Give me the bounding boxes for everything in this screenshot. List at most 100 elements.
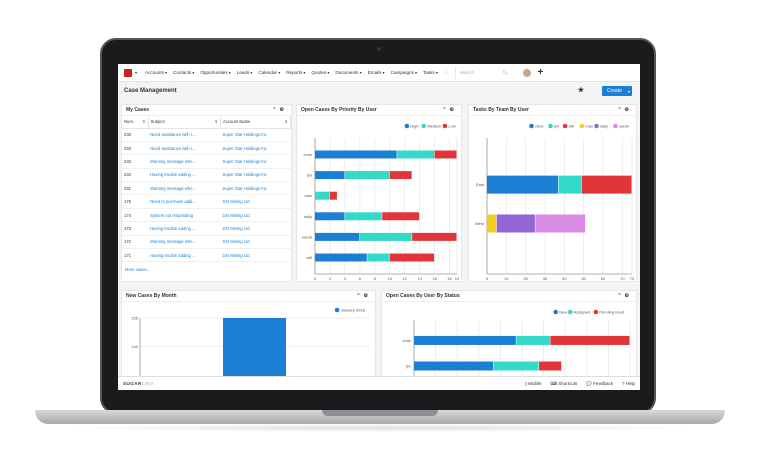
priority-chart: Low Medium High 0 2 4 6 8 10 12 14 16 18 19 chris jim ma… [302, 123, 460, 282]
bar-segment-high[interactable] [315, 150, 397, 159]
nav-reports[interactable]: Reports [286, 70, 305, 75]
bar-segment-medium[interactable] [367, 253, 390, 262]
bar-segment-high[interactable] [315, 232, 360, 241]
bar-segment-medium[interactable] [397, 150, 435, 159]
bar-segment-medium[interactable] [344, 212, 382, 221]
bar-segment-chris[interactable] [487, 175, 559, 194]
account-link[interactable]: Dirt Mining Ltd [220, 194, 291, 209]
x-tick-label: 8 [374, 276, 377, 281]
dashlet-controls-icon[interactable]: ⌃⚙ [442, 107, 457, 113]
dashlet-controls-icon[interactable]: ⌃⚙ [272, 107, 287, 113]
category-label: jim [306, 173, 313, 178]
favorite-star-icon[interactable]: ★ [577, 87, 584, 94]
case-subject-link[interactable]: Having trouble adding ... [148, 248, 221, 263]
account-link[interactable]: Super Star Holdings Inc [220, 154, 291, 169]
bar-segment-low[interactable] [412, 232, 457, 241]
search-icon[interactable]: 🔍︎ [502, 69, 509, 75]
bar-segment-will[interactable] [581, 175, 632, 194]
avatar[interactable] [523, 68, 532, 77]
bar-segment-high[interactable] [315, 212, 345, 221]
bar-segment-medium[interactable] [315, 191, 330, 200]
footer-shortcuts-link[interactable]: ⌨ Shortcuts [551, 381, 578, 387]
account-link[interactable]: Dirt Mining Ltd [220, 221, 291, 236]
bar-segment-sarah[interactable] [535, 214, 586, 233]
case-subject-link[interactable]: Warning message whe... [148, 181, 221, 196]
nav-campaigns[interactable]: Campaigns [391, 70, 417, 75]
create-button[interactable]: Create [601, 86, 632, 96]
nav-emails[interactable]: Emails [368, 70, 385, 75]
bar-segment-low[interactable] [382, 212, 420, 221]
bar-segment-max[interactable] [487, 214, 497, 233]
case-subject-link[interactable]: Having trouble adding ... [148, 168, 221, 183]
dashlet-controls-icon[interactable]: ⌃⚙ [617, 107, 632, 113]
bar-segment-low[interactable] [389, 171, 412, 180]
more-cases-link[interactable]: More cases... [125, 267, 151, 273]
table-row: 233 Warning message whe... Super Star Hold… [122, 154, 291, 169]
case-subject-link[interactable]: Need to purchase addi... [148, 194, 221, 209]
legend-label: Medium [427, 124, 442, 129]
bar-segment-low[interactable] [434, 150, 457, 159]
sort-icon[interactable]: ⇕ [284, 119, 288, 125]
bar-segment-assigned[interactable] [493, 361, 539, 371]
nav-leads[interactable]: Leads [237, 70, 253, 75]
sugar-logo-icon[interactable] [124, 68, 132, 77]
search-input[interactable]: Search 🔍︎ [455, 66, 511, 79]
account-link[interactable]: Super Star Holdings Inc [220, 168, 291, 183]
nav-opportunities[interactable]: Opportunities [200, 70, 230, 75]
bar-segment-pending-input[interactable] [539, 361, 562, 371]
case-subject-link[interactable]: Need assistance with I... [148, 128, 221, 142]
nav-tasks[interactable]: Tasks [423, 70, 438, 75]
footer-help-link[interactable]: ? Help [622, 381, 635, 387]
bar-segment-pending-input[interactable] [550, 335, 630, 345]
nav-calendar[interactable]: Calendar [258, 70, 280, 75]
bar-segment-new[interactable] [414, 335, 516, 345]
x-tick-label: 0 [314, 276, 317, 281]
tasks-team-dashlet: Tasks By Team By User ⌃⚙ sarah sally max wil… [468, 104, 637, 282]
legend-swatch [442, 123, 448, 129]
case-subject-link[interactable]: System not responding [148, 208, 221, 223]
account-link[interactable]: Dirt Mining Ltd [220, 208, 291, 223]
logo-menu-chevron-icon[interactable]: ▾ [135, 70, 138, 75]
tasks-chart: sarah sally max will jim chris 0 10 20 30 40 50 60 70… [475, 123, 635, 282]
case-subject-link[interactable]: Warning message whe... [148, 154, 221, 169]
column-header[interactable]: Subject ⇕ [148, 116, 222, 129]
legend-swatch [593, 309, 599, 315]
case-subject-link[interactable]: Need assistance with I... [148, 141, 221, 156]
bar-segment-low[interactable] [389, 253, 435, 262]
bar-segment-medium[interactable] [344, 171, 390, 180]
status-chart: Pending Input Assigned New chris jim [403, 309, 631, 389]
account-link[interactable]: Super Star Holdings Inc [220, 128, 291, 142]
legend-swatch [594, 123, 599, 129]
sort-icon[interactable]: ⇕ [214, 119, 219, 125]
case-subject-link[interactable]: Warning message whe... [148, 235, 221, 250]
column-header[interactable]: Account Name ⇕ [220, 116, 291, 129]
footer-mobile-link[interactable]: ▯ Mobile [525, 381, 542, 387]
dashlet-controls-icon[interactable]: ⌃⚙ [617, 293, 632, 299]
nav-quotes[interactable]: Quotes [311, 70, 329, 75]
bar-segment-low[interactable] [329, 191, 337, 200]
bar-segment-new[interactable] [414, 361, 494, 371]
bar-segment-high[interactable] [315, 253, 367, 262]
bar-segment-assigned[interactable] [516, 335, 550, 345]
more-menu-icon[interactable]: ⋮ [443, 69, 449, 75]
account-link[interactable]: Super Star Holdings Inc [220, 181, 291, 196]
account-link[interactable]: Super Star Holdings Inc [220, 141, 291, 156]
nav-documents[interactable]: Documents [335, 70, 361, 75]
bar-segment-medium[interactable] [359, 232, 412, 241]
sort-icon[interactable]: ⇕ [142, 119, 146, 125]
footer-feedback-link[interactable]: 💬 Feedback [586, 381, 613, 387]
column-header[interactable]: Num. ⇕ [122, 116, 149, 129]
account-link[interactable]: Dirt Mining Ltd [220, 248, 291, 263]
bar-segment-high[interactable] [315, 171, 345, 180]
bar-segment-jim[interactable] [558, 175, 582, 194]
quick-create-plus-icon[interactable]: + [537, 67, 544, 78]
dashlet-title: Tasks By Team By User [473, 107, 529, 113]
account-link[interactable]: Dirt Mining Ltd [220, 235, 291, 250]
footer-link-label: Mobile [528, 380, 542, 386]
category-label: max [304, 193, 312, 198]
case-subject-link[interactable]: Having trouble adding ... [148, 221, 221, 236]
nav-contacts[interactable]: Contacts [173, 70, 194, 75]
nav-accounts[interactable]: Accounts [145, 70, 167, 75]
bar-segment-sally[interactable] [496, 214, 535, 233]
dashlet-controls-icon[interactable]: ⌃⚙ [356, 293, 371, 299]
